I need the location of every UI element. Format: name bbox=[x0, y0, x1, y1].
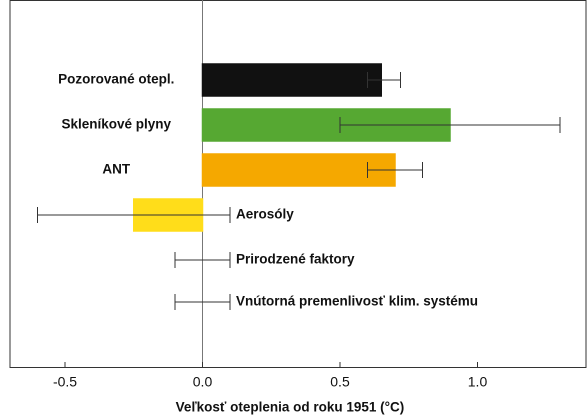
bar bbox=[201, 63, 382, 97]
x-tick-label: 0.5 bbox=[330, 374, 350, 390]
category-label: Pozorované otepl. bbox=[58, 72, 174, 87]
category-label: ANT bbox=[102, 162, 130, 177]
x-tick-label: 0.0 bbox=[193, 374, 213, 390]
category-label: Skleníkové plyny bbox=[61, 117, 171, 132]
category-label: Aerosóly bbox=[236, 207, 294, 222]
bar bbox=[201, 153, 396, 187]
x-tick-label: 1.0 bbox=[468, 374, 488, 390]
category-label: Prirodzené faktory bbox=[236, 252, 355, 267]
plot-frame bbox=[9, 0, 587, 368]
category-label: Vnútorná premenlivosť klim. systému bbox=[236, 294, 478, 309]
x-axis-title: Veľkosť oteplenia od roku 1951 (°C) bbox=[176, 400, 405, 415]
x-tick-label: -0.5 bbox=[53, 374, 77, 390]
